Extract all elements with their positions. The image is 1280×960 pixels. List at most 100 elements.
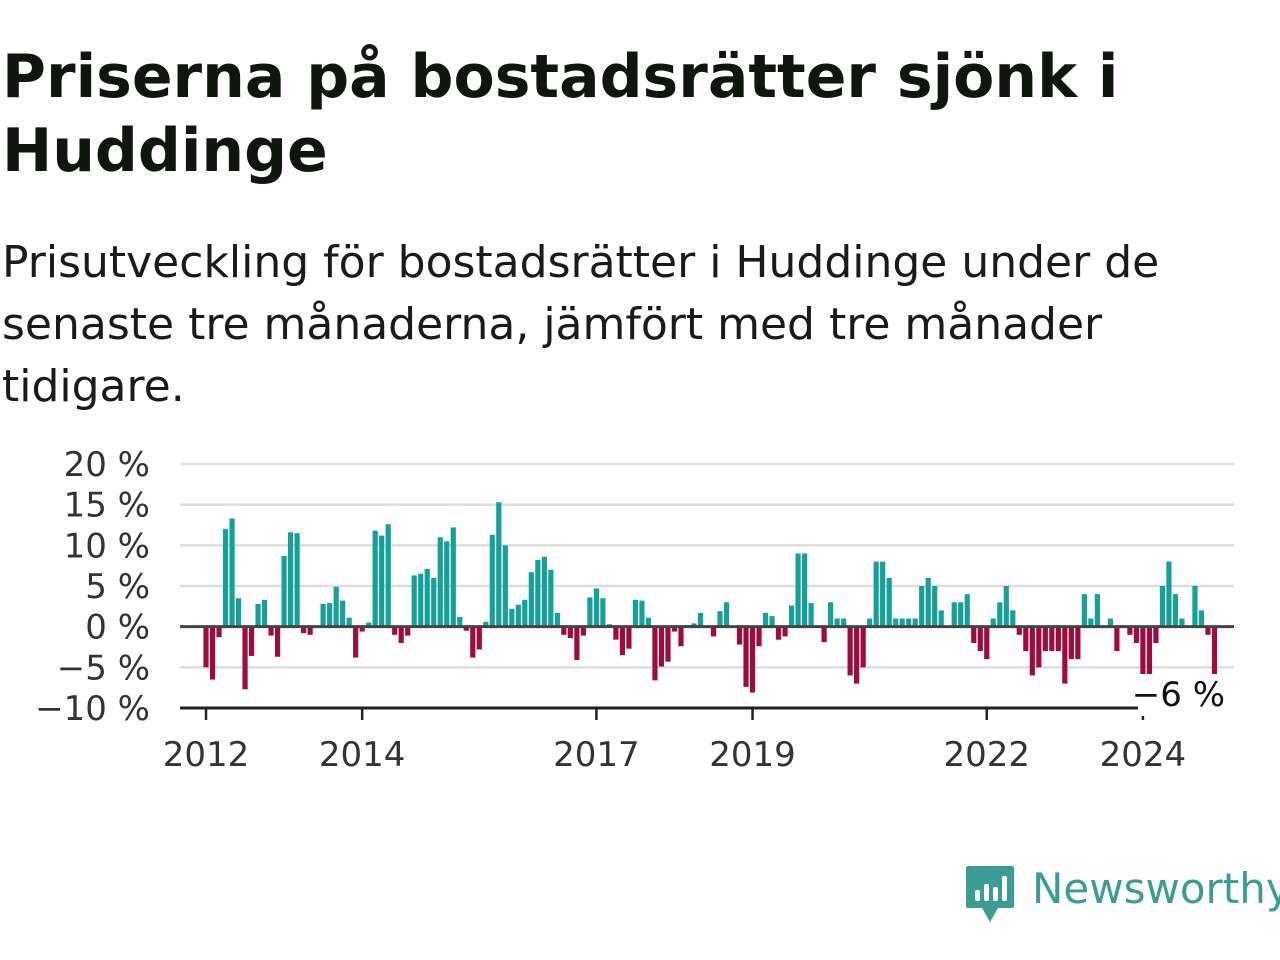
bar: [405, 626, 411, 636]
bar: [457, 616, 463, 627]
y-tick-label: 20 %: [64, 445, 150, 485]
bar-chart: 20 %15 %10 %5 %0 %−5 %−10 % 2012 2014 2017 2…: [35, 445, 1234, 775]
bar: [1036, 626, 1042, 668]
bar: [1166, 561, 1172, 627]
bar: [600, 598, 606, 627]
bar: [788, 605, 795, 627]
bar: [593, 588, 599, 627]
bar: [222, 529, 229, 627]
x-tick-label: 2022: [943, 735, 1030, 775]
bar: [723, 602, 730, 627]
bars: [203, 502, 1218, 693]
bar: [964, 594, 970, 627]
x-tick-label: 2019: [709, 735, 796, 775]
bar: [431, 577, 437, 627]
bar: [418, 573, 424, 627]
bar: [522, 599, 528, 627]
bar: [554, 612, 560, 627]
bar: [307, 626, 313, 635]
bar: [463, 626, 469, 631]
bar: [203, 626, 209, 668]
bar: [697, 612, 704, 627]
bar: [216, 626, 222, 638]
bar: [1081, 594, 1087, 627]
bar: [1049, 626, 1055, 652]
bar: [1192, 586, 1198, 627]
bar: [665, 626, 671, 662]
bar: [587, 597, 593, 627]
newsworthy-logo-icon: [966, 866, 1014, 922]
bar: [255, 603, 261, 627]
bar: [671, 626, 678, 632]
chart-subtitle: Prisutveckling för bostadsrätter i Huddi…: [2, 237, 1160, 412]
bar: [268, 626, 274, 636]
y-tick-label: −10 %: [35, 689, 150, 729]
bar: [1023, 626, 1029, 652]
bar: [580, 626, 586, 636]
bar: [717, 611, 723, 627]
bar: [1198, 610, 1205, 627]
newsworthy-logo: Newsworthy: [964, 864, 1280, 926]
bar: [1172, 594, 1179, 627]
x-tick-label: 2014: [319, 735, 406, 775]
bar: [229, 518, 235, 627]
bar: [359, 626, 365, 632]
bar: [333, 586, 339, 627]
newsworthy-logo-text: Newsworthy: [1032, 864, 1280, 913]
bar: [1068, 626, 1074, 660]
bar: [834, 618, 840, 627]
bar: [958, 602, 964, 627]
bar: [515, 604, 521, 627]
chart-title: Priserna på bostadsrätter sjönk i Huddin…: [2, 42, 1119, 186]
y-tick-label: 10 %: [64, 526, 150, 566]
bar: [288, 532, 294, 627]
bar: [808, 603, 814, 627]
bar: [1029, 626, 1035, 676]
bar: [984, 626, 990, 660]
bar: [1140, 626, 1146, 684]
bar: [782, 626, 788, 637]
bar: [886, 577, 892, 627]
bar: [938, 610, 944, 627]
bar: [997, 602, 1003, 627]
bar: [209, 626, 216, 680]
bar: [541, 556, 547, 627]
bar: [893, 618, 899, 627]
bar: [1107, 618, 1113, 627]
x-tick-label: 2024: [1100, 735, 1187, 775]
bar: [574, 626, 580, 661]
bar: [906, 618, 912, 627]
bar: [912, 618, 918, 627]
bar: [301, 626, 307, 634]
bar: [1205, 626, 1211, 635]
bar: [860, 626, 866, 668]
bar: [248, 626, 255, 656]
bar: [567, 626, 573, 639]
bar: [437, 537, 443, 627]
bar: [444, 541, 450, 627]
bar: [828, 602, 834, 627]
bar: [691, 623, 697, 627]
bar: [971, 626, 977, 643]
bar: [841, 618, 847, 627]
y-tick-label: 15 %: [64, 486, 150, 526]
bar: [775, 626, 782, 640]
bar: [645, 617, 652, 627]
gridlines: [180, 462, 1234, 669]
bar: [801, 553, 808, 627]
bar: [509, 608, 515, 627]
axis-labels: 20 %15 %10 %5 %0 %−5 %−10 % 2012 2014 2017 2…: [35, 445, 1234, 775]
bar: [379, 535, 385, 627]
bar: [294, 533, 300, 627]
bar: [235, 598, 242, 627]
bar: [1094, 594, 1100, 627]
bar: [743, 626, 749, 687]
bar: [476, 626, 482, 650]
bar: [561, 626, 567, 635]
x-tick-label: 2012: [163, 735, 250, 775]
bar: [320, 603, 326, 627]
bar: [274, 626, 281, 657]
bar: [951, 602, 957, 627]
y-tick-label: 0 %: [85, 608, 150, 648]
bar: [1114, 626, 1120, 652]
